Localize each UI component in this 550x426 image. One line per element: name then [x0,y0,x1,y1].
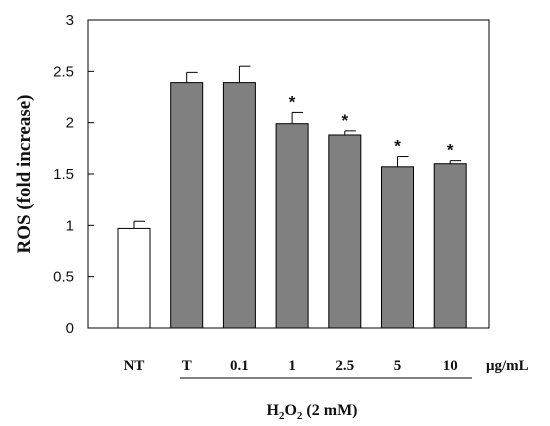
treatment-label-h: H [267,402,280,419]
bar [222,82,256,329]
category-label: 2.5 [335,358,354,374]
category-label: T [182,358,192,374]
y-tick-label: 2 [66,115,74,132]
category-label: 5 [394,358,402,374]
x-unit-label: μg/mL [486,358,529,374]
bars: * * * * [117,65,467,329]
bar [381,166,414,329]
category-label: NT [124,358,145,374]
x-axis-labels: NT T 0.1 1 2.5 5 10 [124,358,458,374]
y-tick-label: 0 [66,320,74,337]
category-label: 10 [443,358,458,374]
y-tick-label: 0.5 [53,269,74,286]
significance-star: * [289,92,296,111]
treatment-label-sub2: 2 [297,410,303,422]
category-label: 0.1 [230,358,249,374]
treatment-label-sub1: 2 [279,410,285,422]
significance-star: * [394,137,401,156]
bar [433,163,467,329]
y-tick-label: 1.5 [53,166,74,183]
bar [117,227,151,329]
y-tick-label: 2.5 [53,63,74,80]
significance-star: * [341,111,348,130]
y-axis: 0 0.5 1 1.5 2 2.5 3 [53,12,94,337]
bar [170,82,204,329]
treatment-label: H2O2 (2 mM) [267,402,358,422]
bar [275,123,309,329]
category-label: 1 [288,358,296,374]
y-tick-label: 3 [66,12,74,29]
y-axis-title: ROS (fold increase) [14,94,35,253]
treatment-label-conc: (2 mM) [302,402,357,419]
y-tick-label: 1 [66,217,74,234]
treatment-label-o: O [284,402,296,419]
significance-star: * [447,141,454,160]
bar [328,134,362,329]
